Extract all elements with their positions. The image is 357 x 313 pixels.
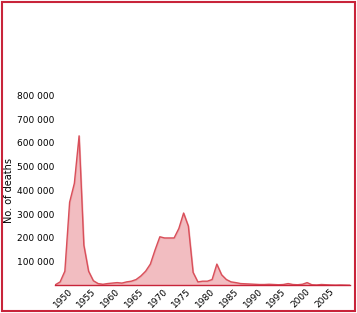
Text: BATTLE-RELATED DEATHS IN
ARMED CONFLICTS IN EAST AND
SOUTH EAST ASIA, 1946–2008: BATTLE-RELATED DEATHS IN ARMED CONFLICTS… <box>24 24 256 73</box>
Y-axis label: No. of deaths: No. of deaths <box>4 158 14 223</box>
